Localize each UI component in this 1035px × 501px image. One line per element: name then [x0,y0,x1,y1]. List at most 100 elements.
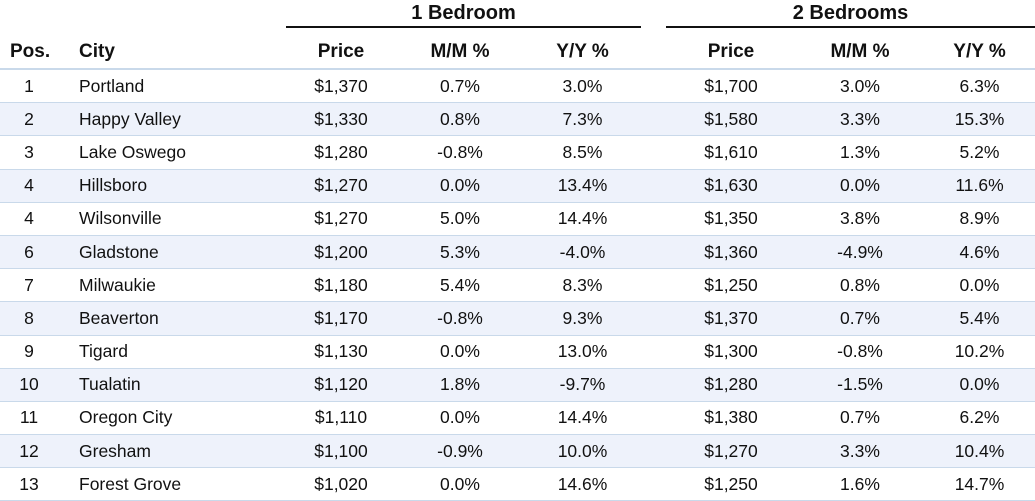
cell-pos: 1 [0,69,58,104]
cell-gap [641,335,666,369]
cell-price-1br: $1,130 [286,335,396,369]
cell-mm-2br: 1.3% [796,135,924,170]
cell-price-2br: $1,250 [666,268,796,303]
cell-city: Oregon City [58,401,286,436]
cell-mm-2br: -4.9% [796,235,924,270]
cell-gap [641,401,666,436]
cell-city: Portland [58,69,286,104]
cell-pos: 11 [0,401,58,436]
cell-mm-1br: 0.0% [396,467,524,501]
cell-price-2br: $1,270 [666,434,796,469]
cell-yy-2br: 14.7% [924,467,1035,501]
cell-city: Beaverton [58,301,286,336]
cell-mm-1br: 0.0% [396,335,524,369]
cell-mm-1br: -0.9% [396,434,524,469]
cell-yy-1br: 7.3% [524,102,641,137]
table-body: 1 Portland $1,370 0.7% 3.0% $1,700 3.0% 6.3% 2 Ha… [0,69,1035,501]
table-row: 3 Lake Oswego $1,280 -0.8% 8.5% $1,610 1.3% 5.2… [0,135,1035,170]
table-row: 2 Happy Valley $1,330 0.8% 7.3% $1,580 3.3% 15.… [0,102,1035,137]
cell-yy-1br: 9.3% [524,301,641,336]
cell-gap [641,368,666,402]
cell-yy-1br: 8.5% [524,135,641,170]
cell-mm-2br: -0.8% [796,335,924,369]
cell-mm-1br: 1.8% [396,368,524,402]
cell-price-2br: $1,280 [666,368,796,402]
table-row: 6 Gladstone $1,200 5.3% -4.0% $1,360 -4.9% 4.6% [0,235,1035,270]
cell-city: Tigard [58,335,286,369]
cell-mm-1br: 0.7% [396,69,524,104]
cell-yy-1br: 3.0% [524,69,641,104]
cell-price-1br: $1,270 [286,202,396,236]
cell-pos: 6 [0,235,58,270]
cell-yy-1br: 13.4% [524,169,641,203]
cell-yy-2br: 10.2% [924,335,1035,369]
column-header-yy-1br: Y/Y % [524,36,641,70]
cell-price-2br: $1,250 [666,467,796,501]
cell-price-2br: $1,610 [666,135,796,170]
cell-mm-1br: 0.0% [396,169,524,203]
cell-pos: 7 [0,268,58,303]
cell-yy-2br: 0.0% [924,268,1035,303]
cell-price-2br: $1,360 [666,235,796,270]
cell-mm-2br: -1.5% [796,368,924,402]
cell-pos: 2 [0,102,58,137]
cell-pos: 9 [0,335,58,369]
cell-yy-1br: 14.4% [524,202,641,236]
table-row: 1 Portland $1,370 0.7% 3.0% $1,700 3.0% 6.3% [0,69,1035,104]
cell-price-2br: $1,380 [666,401,796,436]
column-header-mm-1br: M/M % [396,36,524,70]
cell-pos: 3 [0,135,58,170]
cell-mm-1br: 5.4% [396,268,524,303]
cell-mm-1br: 5.0% [396,202,524,236]
cell-yy-1br: 10.0% [524,434,641,469]
table-row: 4 Wilsonville $1,270 5.0% 14.4% $1,350 3.8% 8.9… [0,202,1035,236]
column-header-mm-2br: M/M % [796,36,924,70]
cell-yy-1br: -4.0% [524,235,641,270]
cell-yy-2br: 5.2% [924,135,1035,170]
cell-price-2br: $1,300 [666,335,796,369]
cell-yy-2br: 8.9% [924,202,1035,236]
cell-mm-2br: 0.8% [796,268,924,303]
cell-price-1br: $1,100 [286,434,396,469]
cell-price-1br: $1,330 [286,102,396,137]
cell-price-2br: $1,370 [666,301,796,336]
cell-mm-2br: 1.6% [796,467,924,501]
table-row: 7 Milwaukie $1,180 5.4% 8.3% $1,250 0.8% 0.0% [0,268,1035,303]
cell-gap [641,169,666,203]
cell-gap [641,69,666,104]
cell-yy-2br: 15.3% [924,102,1035,137]
group-header-2-bedrooms: 2 Bedrooms [666,0,1035,28]
cell-price-2br: $1,350 [666,202,796,236]
cell-city: Lake Oswego [58,135,286,170]
column-header-yy-2br: Y/Y % [924,36,1035,70]
column-header-price-1br: Price [286,36,396,70]
cell-mm-2br: 3.3% [796,434,924,469]
cell-price-1br: $1,200 [286,235,396,270]
cell-mm-2br: 3.0% [796,69,924,104]
cell-yy-2br: 11.6% [924,169,1035,203]
cell-price-1br: $1,110 [286,401,396,436]
cell-mm-2br: 0.7% [796,301,924,336]
cell-yy-1br: 14.4% [524,401,641,436]
table-row: 4 Hillsboro $1,270 0.0% 13.4% $1,630 0.0% 11.6% [0,169,1035,203]
cell-yy-2br: 6.2% [924,401,1035,436]
cell-gap [641,102,666,137]
cell-mm-1br: 0.0% [396,401,524,436]
cell-yy-1br: -9.7% [524,368,641,402]
cell-price-2br: $1,630 [666,169,796,203]
cell-price-2br: $1,580 [666,102,796,137]
cell-mm-1br: 0.8% [396,102,524,137]
table-row: 8 Beaverton $1,170 -0.8% 9.3% $1,370 0.7% 5.4% [0,301,1035,336]
cell-yy-2br: 5.4% [924,301,1035,336]
cell-gap [641,467,666,501]
cell-city: Gresham [58,434,286,469]
cell-yy-2br: 0.0% [924,368,1035,402]
cell-yy-2br: 10.4% [924,434,1035,469]
cell-city: Hillsboro [58,169,286,203]
cell-mm-2br: 0.0% [796,169,924,203]
cell-city: Wilsonville [58,202,286,236]
cell-price-1br: $1,270 [286,169,396,203]
cell-gap [641,135,666,170]
cell-mm-2br: 3.3% [796,102,924,137]
cell-gap [641,268,666,303]
